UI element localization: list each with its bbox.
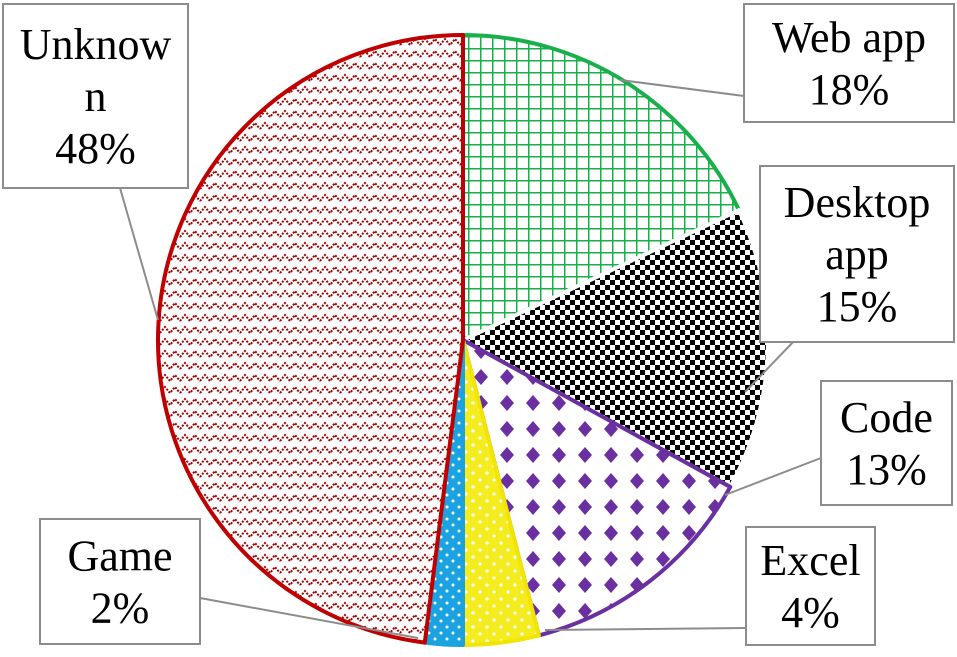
data-label-web-app-line-0: Web app: [772, 13, 926, 62]
data-label-unknown-line-1: n: [85, 72, 107, 121]
data-label-box-code: [820, 380, 953, 506]
data-label-box-desktop-app: [759, 165, 955, 343]
data-label-box-unknown: [2, 3, 189, 189]
leader-line-game: [199, 597, 419, 639]
pie-slice-desktop-app: [461, 208, 770, 489]
leader-line-desktop-app: [744, 339, 796, 393]
data-label-box-game: [39, 518, 201, 645]
data-label-unknown-line-0: Unknow: [20, 20, 172, 69]
pie-slice-web-app: [461, 33, 741, 342]
data-label-box-excel: [745, 526, 876, 646]
data-label-code-line-0: Code: [840, 393, 933, 442]
data-label-code-line-1: 13%: [846, 445, 927, 494]
pie-slice-unknown: [156, 33, 465, 645]
data-label-unknown-line-2: 48%: [55, 124, 136, 173]
data-label-excel-line-0: Excel: [760, 536, 860, 585]
leader-line-excel: [544, 627, 747, 631]
leader-line-web-app: [619, 79, 745, 97]
leader-line-code: [724, 457, 822, 496]
data-label-game-line-1: 2%: [91, 584, 150, 633]
data-label-excel-line-1: 4%: [781, 588, 840, 637]
pie-slice-code: [461, 338, 733, 638]
data-label-box-web-app: [743, 3, 955, 123]
data-label-desktop-app-line-2: 15%: [817, 282, 898, 331]
data-label-desktop-app-line-0: Desktop: [784, 178, 931, 227]
data-label-game-line-0: Game: [67, 532, 172, 581]
leader-line-unknown: [119, 187, 159, 321]
data-label-web-app-line-1: 18%: [809, 65, 890, 114]
data-label-desktop-app-line-1: app: [825, 230, 889, 279]
